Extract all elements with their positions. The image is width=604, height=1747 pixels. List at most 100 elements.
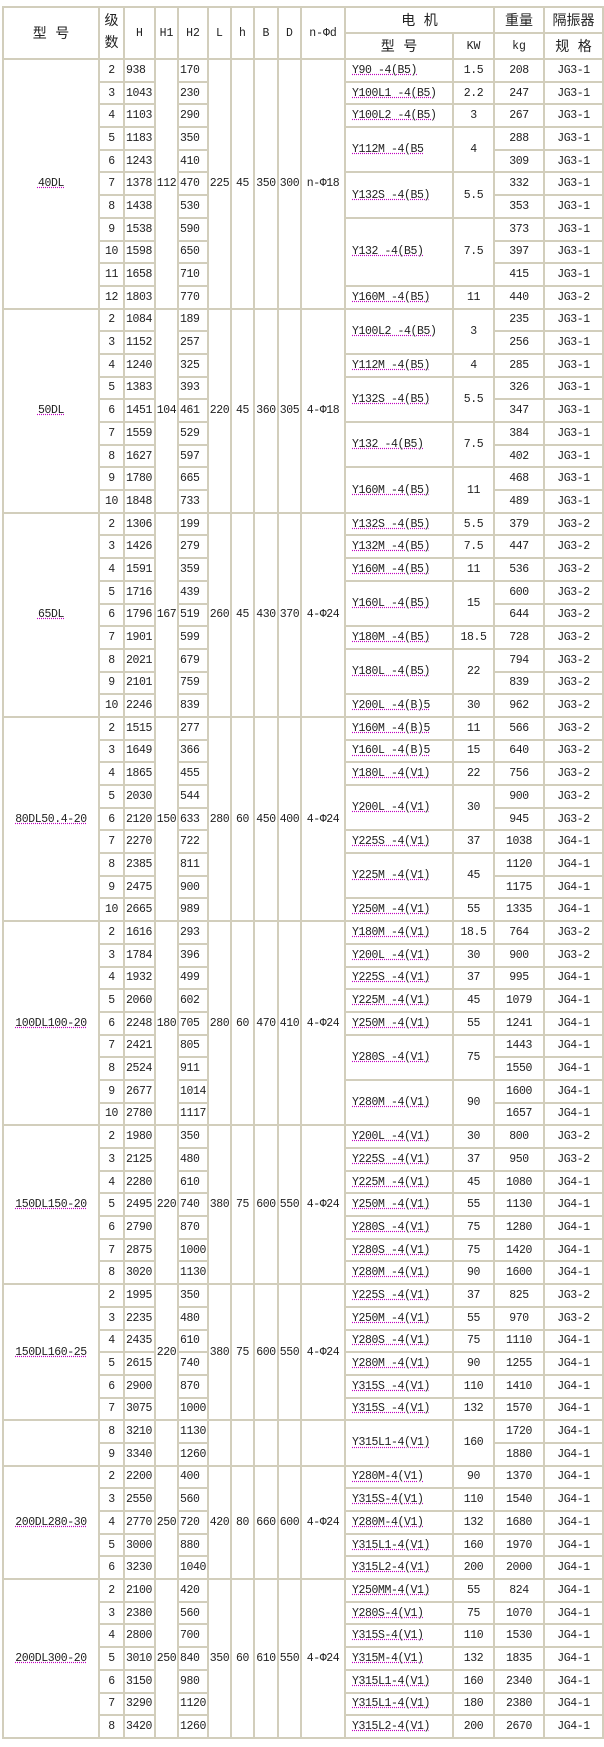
motor-kw: 110 <box>452 1373 495 1399</box>
motor-model-label: Y225M -4(V1) <box>352 994 431 1008</box>
table-row: 5 2495 740 Y250M -4(V1) 55 1130 JG4-1 <box>3 1192 604 1218</box>
motor-model: Y280M-4(V1) <box>344 1464 454 1490</box>
motor-kw: 30 <box>452 783 495 832</box>
dim-H2: 989 <box>177 897 209 923</box>
weight-kg: 235 <box>493 307 545 333</box>
dim-H2: 170 <box>177 58 209 83</box>
motor-model-label: Y315L1-4(V1) <box>352 1674 431 1688</box>
dim-H: 1627 <box>123 443 156 469</box>
motor-kw: 37 <box>452 829 495 855</box>
dim-H: 1616 <box>123 920 156 945</box>
motor-kw: 55 <box>452 1010 495 1036</box>
dim-H2: 544 <box>177 784 209 809</box>
stages: 9 <box>98 466 125 492</box>
dim-H: 2615 <box>123 1351 156 1376</box>
table-row: 5 3010 840 Y315M-4(V1) 132 1835 JG4-1 <box>3 1646 604 1671</box>
motor-model: Y112M -4(B5 <box>344 126 454 174</box>
dim-H1 <box>154 1419 179 1467</box>
pump-model: 100DL100-20 <box>2 920 100 1127</box>
dim-H: 2800 <box>123 1623 156 1649</box>
motor-kw: 5.5 <box>452 171 495 219</box>
table-row: 4 1932 499 Y225S -4(V1) 37 995 JG4-1 <box>3 965 604 991</box>
header-kw: KW <box>452 32 495 60</box>
motor-model-label: Y112M -4(B5) <box>352 358 431 372</box>
weight-kg: 309 <box>493 148 545 174</box>
motor-model-label: Y160L -4(B)5 <box>352 744 431 758</box>
isolator-spec: JG3-2 <box>543 1283 604 1308</box>
weight-kg: 950 <box>493 1147 545 1172</box>
isolator-spec: JG3-1 <box>543 80 604 106</box>
dim-H: 2101 <box>123 670 156 696</box>
dim-H: 3230 <box>123 1555 156 1581</box>
header-motor: 电 机 <box>344 6 495 34</box>
table-row: 8 3210 1130 Y315L1-4(V1) 160 1720 JG4-1 <box>2 1419 604 1467</box>
dim-H: 3010 <box>123 1646 156 1671</box>
dim-H: 1901 <box>123 625 156 650</box>
table-row: 5 1183 350 Y112M -4(B5 4 288 JG3-1 <box>3 126 604 174</box>
dim-H: 3290 <box>123 1691 156 1717</box>
motor-model: Y132S -4(B5) <box>344 511 454 537</box>
dim-H2: 870 <box>177 1215 209 1240</box>
dim-L: 420 <box>207 1464 232 1581</box>
dim-H2: 277 <box>177 715 209 741</box>
dim-B: 660 <box>253 1464 279 1581</box>
motor-model-label: Y132S -4(B5) <box>352 188 431 202</box>
motor-model-label: Y132S -4(B5) <box>352 392 431 406</box>
table-row: 7 2270 722 Y225S -4(V1) 37 1038 JG4-1 <box>3 829 604 855</box>
dim-H: 2120 <box>123 806 156 832</box>
motor-kw: 132 <box>452 1396 495 1422</box>
dim-L: 280 <box>207 920 232 1127</box>
stages: 8 <box>98 647 125 673</box>
motor-kw: 90 <box>452 1464 495 1490</box>
motor-model: Y280M-4(V1) <box>344 1510 454 1535</box>
dim-H: 1084 <box>123 307 156 333</box>
motor-model-label: Y315L2-4(V1) <box>352 1561 431 1575</box>
dim-H2: 199 <box>177 511 209 537</box>
table-row: 9 3340 1260 1880 JG4-1 <box>3 1441 604 1467</box>
dim-H: 2550 <box>123 1487 156 1512</box>
dim-H2: 1040 <box>177 1555 209 1581</box>
weight-kg: 1079 <box>493 988 545 1013</box>
dim-H: 1306 <box>123 511 156 537</box>
dim-H: 2780 <box>123 1101 156 1127</box>
stages: 3 <box>98 330 125 355</box>
stages: 5 <box>98 1532 125 1558</box>
isolator-spec: JG3-2 <box>543 784 604 809</box>
motor-model-label: Y112M -4(B5 <box>352 143 424 157</box>
stages: 6 <box>98 148 125 174</box>
motor-model-label: Y315L2-4(V1) <box>352 1720 431 1734</box>
weight-kg: 962 <box>493 693 545 718</box>
motor-kw: 30 <box>452 942 495 968</box>
motor-kw: 22 <box>452 761 495 786</box>
pump-model: 200DL280-30 <box>2 1464 100 1581</box>
isolator-spec: JG4-1 <box>543 1237 604 1263</box>
dim-H1: 250 <box>154 1578 179 1739</box>
stages: 4 <box>98 352 125 378</box>
dim-H: 938 <box>123 58 156 83</box>
motor-kw: 75 <box>452 1328 495 1354</box>
weight-kg: 288 <box>493 126 545 151</box>
weight-kg: 1130 <box>493 1192 545 1218</box>
motor-kw: 11 <box>452 715 495 741</box>
dim-H: 3000 <box>123 1532 156 1558</box>
dim-H2: 710 <box>177 262 209 287</box>
table-row: 8 1627 597 402 JG3-1 <box>3 443 604 469</box>
motor-model: Y280S -4(V1) <box>344 1215 454 1240</box>
dim-h: 75 <box>230 1283 255 1422</box>
motor-model-label: Y250MM-4(V1) <box>352 1583 431 1597</box>
weight-kg: 728 <box>493 625 545 650</box>
dim-H: 2435 <box>123 1328 156 1354</box>
motor-model: Y160L -4(B5) <box>344 579 454 628</box>
dim-holes: 4-Φ24 <box>300 715 346 923</box>
isolator-spec: JG3-1 <box>543 148 604 174</box>
isolator-spec: JG3-1 <box>543 262 604 287</box>
weight-kg: 2670 <box>493 1714 545 1739</box>
isolator-spec: JG3-2 <box>543 806 604 832</box>
motor-model-label: Y280S-4(V1) <box>352 1606 424 1620</box>
motor-model: Y315S -4(V1) <box>344 1373 454 1399</box>
dim-H2: 1000 <box>177 1396 209 1422</box>
motor-model: Y225S -4(V1) <box>344 965 454 991</box>
dim-H: 2280 <box>123 1169 156 1195</box>
pump-model: 50DL <box>2 307 100 514</box>
dim-H2: 350 <box>177 1124 209 1149</box>
